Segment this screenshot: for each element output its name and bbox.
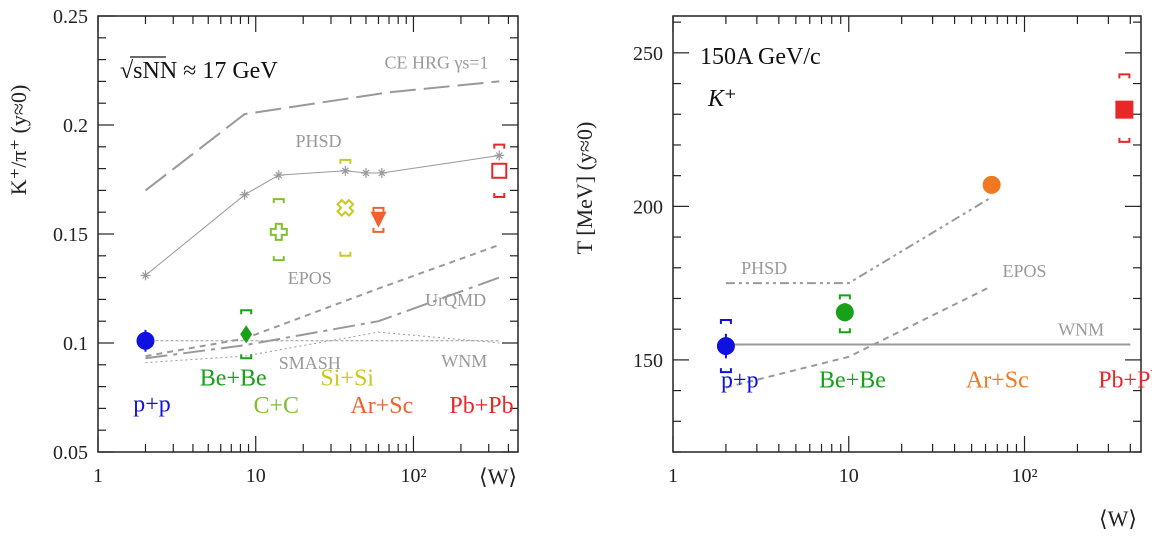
systematic-bracket-p-p — [719, 318, 732, 374]
y-tick-label: 0.1 — [63, 333, 88, 355]
model-point-phsd — [239, 189, 250, 200]
y-tick-label: 0.15 — [53, 224, 88, 246]
y-axis-label: K⁺/π⁺ (y≈0) — [6, 85, 31, 196]
system-label-p-p: p+p — [133, 392, 171, 418]
x-tick-label: 1 — [93, 465, 103, 487]
model-label-wnm: WNM — [1058, 319, 1104, 339]
model-curve-phsd — [145, 155, 500, 276]
systematic-bracket-be-be — [240, 309, 253, 360]
particle-annotation: K⁺ — [707, 86, 737, 112]
y-tick-label: 0.25 — [53, 6, 88, 28]
systematic-bracket-ar-sc — [372, 206, 385, 233]
y-tick-label: 0.2 — [63, 115, 88, 137]
y-tick-label: 250 — [633, 43, 663, 65]
model-label-ce-hrg-s-1: CE HRG γs=1 — [384, 52, 488, 72]
data-point-p-p — [716, 337, 735, 356]
beam-momentum-annotation: 150A GeV/c — [700, 44, 821, 70]
data-point-ar-sc — [982, 175, 1001, 194]
model-label-phsd: PHSD — [295, 131, 341, 151]
model-label-phsd: PHSD — [741, 258, 787, 278]
data-point-pb-pb — [1115, 100, 1134, 119]
plot-frame — [672, 15, 1142, 453]
model-label-urqmd: UrQMD — [425, 290, 486, 310]
y-tick-label: 0.05 — [53, 442, 88, 464]
system-label-c-c: C+C — [254, 393, 300, 419]
systematic-bracket-si-si — [339, 158, 352, 257]
system-label-be-be: Be+Be — [200, 366, 267, 392]
systematic-bracket-c-c — [272, 198, 285, 262]
model-label-epos: EPOS — [288, 268, 332, 288]
model-label-smash: SMASH — [279, 353, 341, 373]
model-label-wnm: WNM — [441, 351, 487, 371]
model-curve-urqmd — [145, 276, 500, 360]
model-point-phsd — [273, 170, 284, 181]
system-label-p-p: p+p — [721, 368, 759, 394]
right-chart-kaon-temperature: 1 10 10² 150 200 250 ⟨W⟩ T [MeV] (y≈0) PHSD EPOS W… — [572, 15, 1152, 531]
y-tick-label: 200 — [633, 196, 663, 218]
system-label-ar-sc: Ar+Sc — [350, 393, 413, 419]
x-tick-label: 10 — [246, 465, 266, 487]
model-curve-epos — [725, 285, 993, 389]
system-label-si-si: Si+Si — [320, 366, 374, 392]
x-axis-label: ⟨W⟩ — [1099, 506, 1137, 531]
system-label-pb-pb: Pb+Pb — [1098, 368, 1152, 394]
y-tick-label: 150 — [633, 350, 663, 372]
model-point-phsd — [494, 150, 505, 161]
left-chart-kaon-pion-ratio: 1 10 10² 0.05 0.1 0.15 0.2 0.25 ⟨W⟩ K⁺/π⁺ (y≈0) CE… — [6, 6, 519, 489]
model-label-epos: EPOS — [1003, 261, 1047, 281]
model-point-phsd — [140, 270, 151, 281]
data-point-p-p — [136, 331, 155, 350]
data-point-c-c — [269, 222, 288, 241]
x-tick-label: 1 — [668, 465, 678, 487]
data-point-be-be — [240, 325, 253, 344]
data-point-si-si — [336, 198, 355, 218]
systematic-bracket-pb-pb — [1118, 73, 1131, 143]
y-axis-label: T [MeV] (y≈0) — [572, 122, 597, 255]
data-point-pb-pb — [491, 162, 508, 179]
model-curve-ce-hrg-s-1 — [144, 80, 500, 192]
model-point-phsd — [340, 165, 351, 176]
system-label-be-be: Be+Be — [819, 368, 886, 394]
system-label-pb-pb: Pb+Pb — [449, 393, 513, 419]
systematic-bracket-be-be — [838, 294, 851, 334]
system-label-ar-sc: Ar+Sc — [966, 368, 1029, 394]
model-curve-phsd — [725, 196, 993, 285]
data-point-ar-sc — [370, 211, 387, 228]
x-axis-label: ⟨W⟩ — [479, 464, 517, 489]
x-tick-label: 10² — [1012, 465, 1038, 487]
x-tick-label: 10² — [400, 465, 426, 487]
model-curve-smash — [145, 331, 500, 364]
model-point-phsd — [360, 167, 371, 178]
model-point-phsd — [376, 167, 387, 178]
data-point-be-be — [835, 303, 854, 322]
systematic-bracket-pb-pb — [493, 143, 506, 198]
x-tick-label: 10 — [839, 465, 859, 487]
energy-annotation: √sNN ≈ 17 GeV — [120, 58, 278, 84]
